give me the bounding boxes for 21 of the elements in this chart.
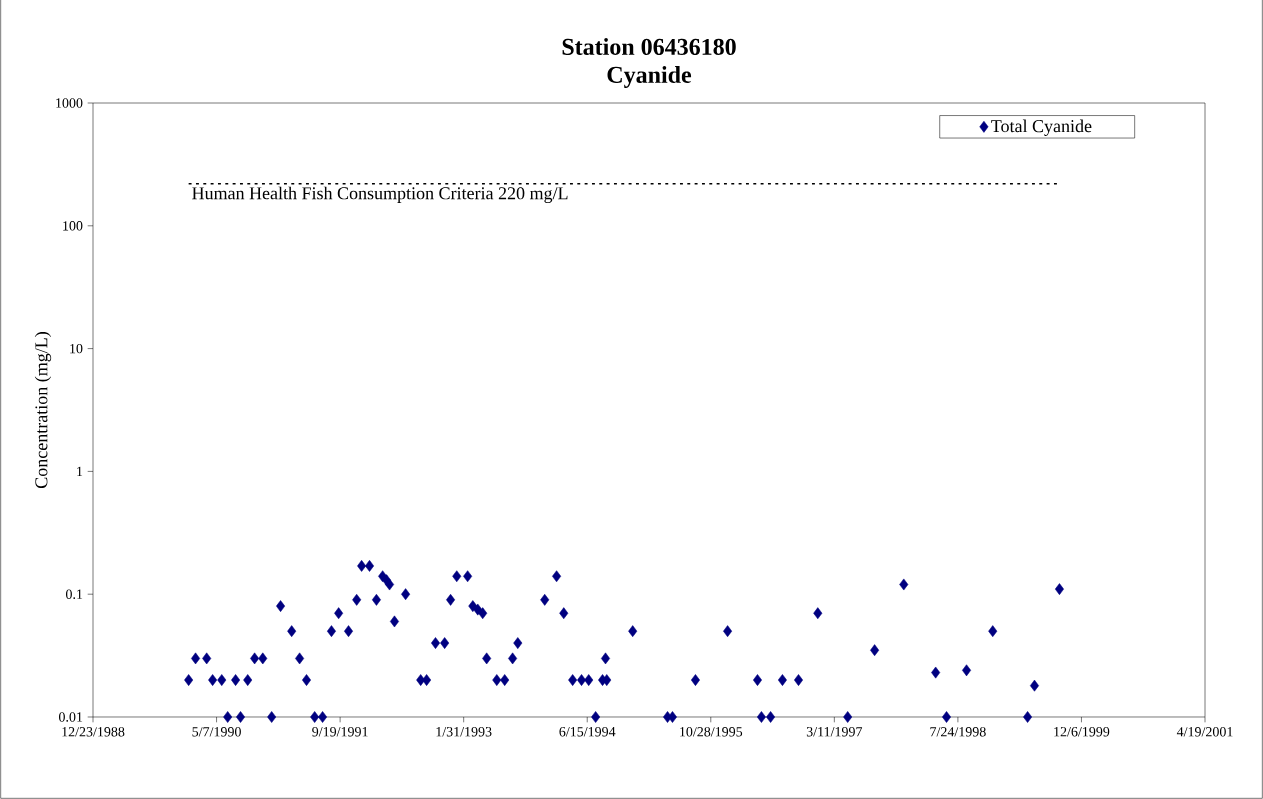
x-tick-label: 10/28/1995 — [680, 727, 743, 737]
x-tick-label: 4/19/2001 — [1176, 727, 1233, 737]
x-tick-label: 12/6/1999 — [1054, 727, 1110, 737]
x-tick-label: 7/24/1998 — [930, 727, 986, 737]
legend-label: Total Cyanide — [991, 119, 1092, 136]
x-tick-label: 3/11/1997 — [806, 727, 863, 737]
y-tick-label: 0.01 — [58, 712, 83, 722]
y-tick-label: 1 — [77, 466, 83, 477]
x-tick-label: 9/19/1991 — [312, 727, 368, 737]
ref-line-label: Human Health Fish Consumption Criteria 220 mg/L — [192, 186, 568, 204]
chart-title: Station 06436180 — [562, 38, 736, 55]
y-axis-title: Concentration (mg/L) — [34, 332, 52, 488]
y-tick-label: 1000 — [56, 98, 83, 108]
x-tick-label: 1/31/1993 — [436, 727, 492, 737]
x-tick-label: 5/7/1990 — [192, 727, 241, 737]
x-tick-label: 6/15/1994 — [559, 727, 616, 737]
y-tick-label: 100 — [63, 221, 83, 231]
x-tick-label: 12/23/1988 — [62, 727, 125, 737]
y-tick-label: 10 — [70, 343, 83, 354]
y-tick-label: 0.1 — [65, 589, 83, 599]
chart-subtitle: Cyanide — [607, 66, 692, 88]
